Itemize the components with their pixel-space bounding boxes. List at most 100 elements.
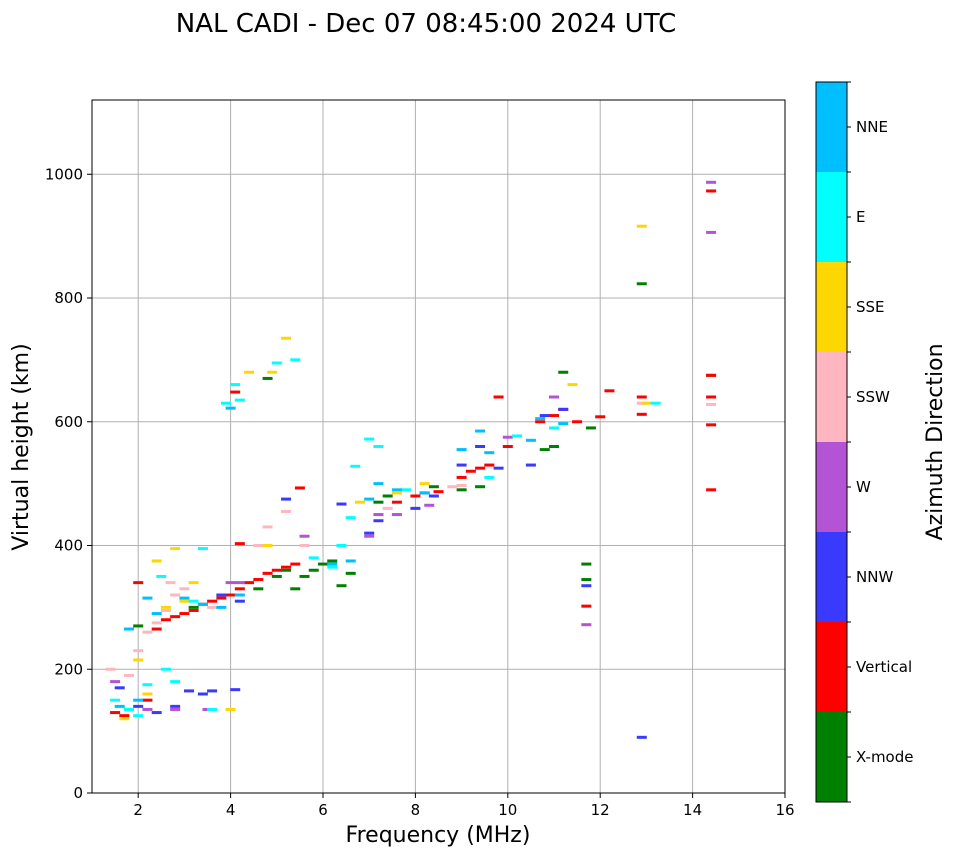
echo-mark: [253, 578, 264, 582]
colorbar-segment: [816, 172, 847, 262]
series-vertical: [110, 189, 717, 718]
echo-mark: [244, 581, 255, 585]
echo-mark: [428, 494, 439, 498]
echo-mark: [345, 516, 356, 520]
echo-mark: [197, 547, 208, 551]
colorbar-label: NNE: [856, 118, 888, 136]
echo-mark: [539, 448, 550, 452]
echo-mark: [170, 680, 181, 684]
plot-area: 2 4 6 8 10 12 14 16 0 200 400 600 800 1000: [45, 99, 795, 819]
echo-mark: [290, 587, 301, 591]
echo-mark: [281, 497, 292, 501]
echo-mark: [502, 445, 513, 448]
series-nnw: [114, 407, 647, 739]
echo-mark: [225, 406, 236, 410]
echo-mark: [502, 435, 513, 439]
echo-mark: [234, 593, 245, 597]
echo-mark: [281, 336, 292, 340]
echo-mark: [493, 466, 504, 470]
echo-mark: [345, 571, 356, 575]
echo-mark: [207, 689, 218, 693]
y-axis-label: Virtual height (km): [9, 343, 34, 550]
echo-mark: [230, 383, 241, 387]
x-tick-label: 16: [775, 801, 794, 819]
echo-mark: [424, 503, 435, 507]
echo-mark: [234, 587, 245, 591]
echo-mark: [706, 230, 717, 234]
chart-title: NAL CADI - Dec 07 08:45:00 2024 UTC: [176, 9, 676, 39]
echo-mark: [456, 483, 467, 487]
echo-mark: [636, 735, 647, 739]
colorbar-frame: [815, 81, 848, 803]
echo-mark: [188, 608, 199, 612]
echo-mark: [641, 401, 652, 405]
echo-mark: [336, 502, 347, 506]
echo-mark: [119, 717, 130, 721]
echo-mark: [706, 423, 717, 427]
x-tick-label: 10: [498, 801, 517, 819]
echo-mark: [456, 448, 467, 452]
series-e: [110, 358, 661, 718]
echo-mark: [373, 482, 384, 486]
echo-mark: [327, 565, 338, 569]
colorbar-segment: [816, 262, 847, 352]
echo-mark: [290, 562, 301, 566]
echo-mark: [133, 649, 144, 653]
echo-mark: [225, 593, 236, 597]
echo-mark: [391, 513, 402, 517]
echo-mark: [465, 469, 476, 473]
echo-mark: [267, 370, 278, 374]
echo-mark: [484, 451, 495, 455]
echo-mark: [549, 414, 559, 418]
echo-mark: [475, 485, 486, 489]
data-marks: [105, 180, 717, 739]
echo-mark: [299, 534, 310, 538]
echo-mark: [410, 506, 421, 510]
echo-mark: [535, 420, 546, 424]
echo-mark: [281, 565, 292, 569]
echo-mark: [271, 568, 282, 572]
x-axis-label: Frequency (MHz): [346, 823, 531, 848]
y-tick-label: 400: [54, 537, 83, 555]
echo-mark: [170, 707, 181, 711]
echo-mark: [539, 414, 550, 418]
echo-mark: [706, 488, 717, 492]
echo-mark: [345, 559, 356, 563]
echo-mark: [433, 490, 444, 494]
echo-mark: [595, 415, 606, 419]
echo-mark: [475, 429, 486, 433]
echo-mark: [364, 497, 375, 501]
echo-mark: [133, 581, 144, 585]
echo-mark: [299, 574, 310, 578]
echo-mark: [234, 398, 245, 402]
echo-mark: [170, 547, 181, 551]
echo-mark: [549, 426, 559, 430]
echo-mark: [188, 605, 199, 609]
echo-mark: [142, 596, 153, 600]
echo-mark: [391, 500, 402, 504]
echo-mark: [179, 612, 190, 616]
echo-mark: [281, 509, 292, 513]
echo-mark: [160, 667, 171, 671]
echo-mark: [373, 500, 384, 504]
echo-mark: [581, 578, 592, 582]
echo-mark: [484, 475, 495, 479]
colorbar-label: SSE: [856, 298, 885, 316]
echo-mark: [581, 562, 592, 566]
echo-mark: [123, 627, 134, 631]
echo-mark: [105, 667, 116, 671]
x-tick-label: 2: [133, 801, 143, 819]
y-axis: 0 200 400 600 800 1000: [45, 165, 92, 802]
x-tick-label: 14: [683, 801, 702, 819]
echo-mark: [299, 544, 310, 547]
echo-mark: [373, 519, 384, 523]
echo-mark: [636, 412, 647, 416]
echo-mark: [216, 593, 227, 597]
echo-mark: [179, 596, 190, 600]
echo-mark: [220, 401, 231, 405]
echo-mark: [428, 485, 439, 489]
colorbar: X-mode Vertical NNW W SSW SSE E NNE: [815, 81, 913, 803]
echo-mark: [549, 445, 559, 448]
echo-mark: [419, 482, 430, 486]
x-tick-label: 8: [411, 801, 421, 819]
